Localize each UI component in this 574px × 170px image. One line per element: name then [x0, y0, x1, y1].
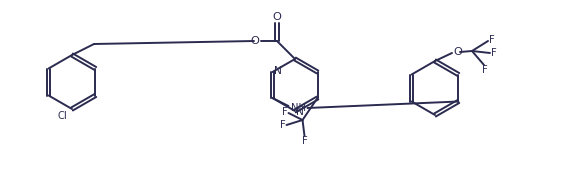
- Text: O: O: [251, 36, 259, 46]
- Text: O: O: [273, 12, 281, 22]
- Text: F: F: [282, 107, 288, 117]
- Text: F: F: [491, 48, 497, 58]
- Text: N: N: [296, 107, 304, 117]
- Text: F: F: [302, 136, 308, 146]
- Text: Cl: Cl: [57, 111, 67, 121]
- Text: F: F: [280, 120, 285, 130]
- Text: F: F: [489, 35, 495, 45]
- Text: F: F: [482, 65, 488, 75]
- Text: NH: NH: [291, 103, 306, 113]
- Text: N: N: [274, 66, 281, 76]
- Text: O: O: [453, 47, 463, 57]
